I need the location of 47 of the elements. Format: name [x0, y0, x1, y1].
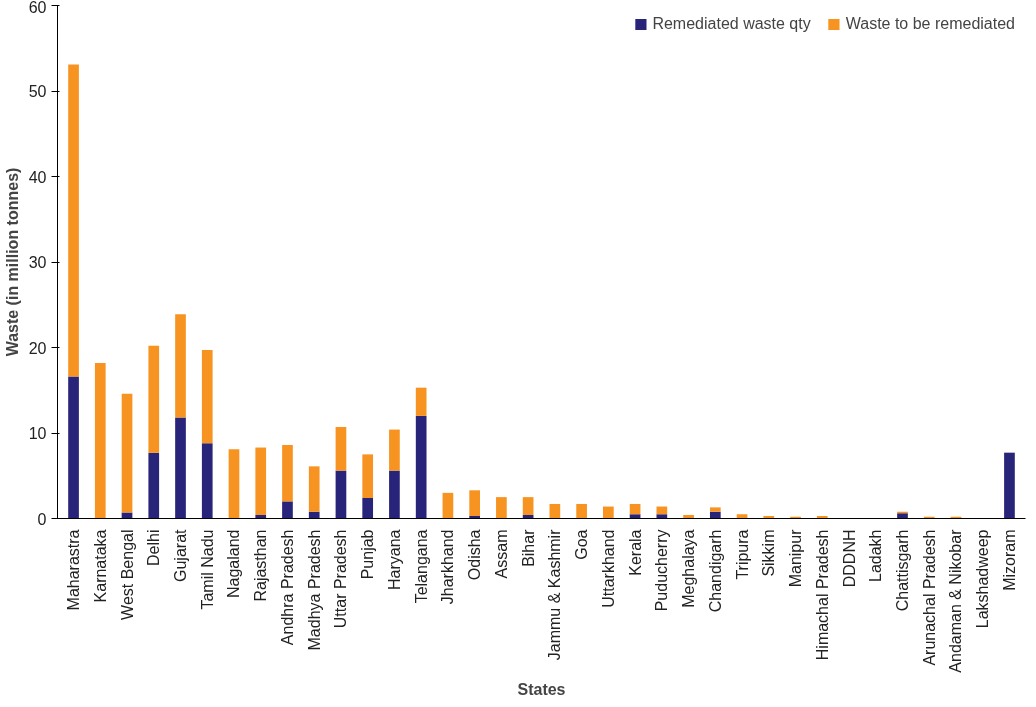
- x-tick-label: Himachal Pradesh: [813, 529, 831, 661]
- x-tick-label: Assam: [492, 529, 510, 579]
- x-tick-label: Meghalaya: [680, 529, 698, 608]
- y-tick-label: 40: [28, 168, 47, 186]
- x-tick-label: Maharastra: [65, 529, 83, 611]
- x-tick-label: DDDNH: [840, 529, 858, 588]
- x-tick-label: West Bengal: [118, 529, 136, 620]
- x-tick-label: Uttarkhand: [599, 529, 617, 608]
- x-tick-label: Delhi: [145, 529, 163, 566]
- x-tick-label: Tripura: [733, 529, 751, 580]
- y-tick-label: 10: [28, 425, 47, 442]
- x-tick-label: Jharkhand: [439, 529, 457, 605]
- x-tick-label: Sikkim: [760, 529, 778, 577]
- y-axis-title: Waste (in million tonnes): [3, 167, 21, 357]
- y-tick-label: 0: [37, 510, 47, 528]
- x-tick-label: Andhra Pradesh: [278, 529, 296, 646]
- x-tick-label: Jammu & Kashmir: [546, 528, 564, 661]
- y-tick-label: 30: [28, 254, 47, 271]
- x-axis-title: States: [517, 680, 566, 698]
- x-tick-label: Rajasthan: [252, 529, 270, 602]
- x-tick-label: Lakshadweep: [974, 529, 992, 629]
- legend-label: Remediated waste qty: [652, 15, 811, 33]
- x-tick-label: Tamil Nadu: [198, 529, 216, 610]
- x-tick-label: Arunachal Pradesh: [920, 529, 938, 666]
- x-tick-label: Manipur: [787, 528, 805, 588]
- y-tick-label: 20: [28, 339, 47, 357]
- x-tick-label: Punjab: [359, 529, 377, 580]
- x-tick-label: Madhya Pradesh: [305, 529, 323, 651]
- x-tick-label: Ladakh: [867, 529, 885, 582]
- x-tick-label: Haryana: [385, 529, 403, 590]
- x-tick-label: Chattisgarh: [893, 529, 911, 612]
- x-tick-label: Bihar: [519, 528, 537, 567]
- x-tick-label: Odisha: [466, 529, 484, 581]
- x-tick-label: Telangana: [412, 529, 430, 604]
- y-tick-label: 60: [28, 0, 47, 16]
- x-tick-label: Uttar Pradesh: [332, 529, 350, 629]
- legend-label: Waste to be remediated: [845, 15, 1015, 33]
- x-tick-label: Goa: [573, 529, 591, 560]
- x-tick-label: Kerala: [626, 529, 644, 576]
- x-tick-label: Chandigarh: [706, 529, 724, 613]
- y-tick-label: 50: [28, 83, 47, 100]
- x-tick-label: Gujarat: [172, 528, 190, 582]
- x-tick-label: Mizoram: [1000, 529, 1018, 591]
- x-tick-label: Andaman & Nikobar: [947, 528, 965, 673]
- x-tick-label: Karnataka: [91, 529, 109, 603]
- x-tick-label: Puducherry: [653, 529, 671, 612]
- x-tick-label: Nagaland: [225, 529, 243, 598]
